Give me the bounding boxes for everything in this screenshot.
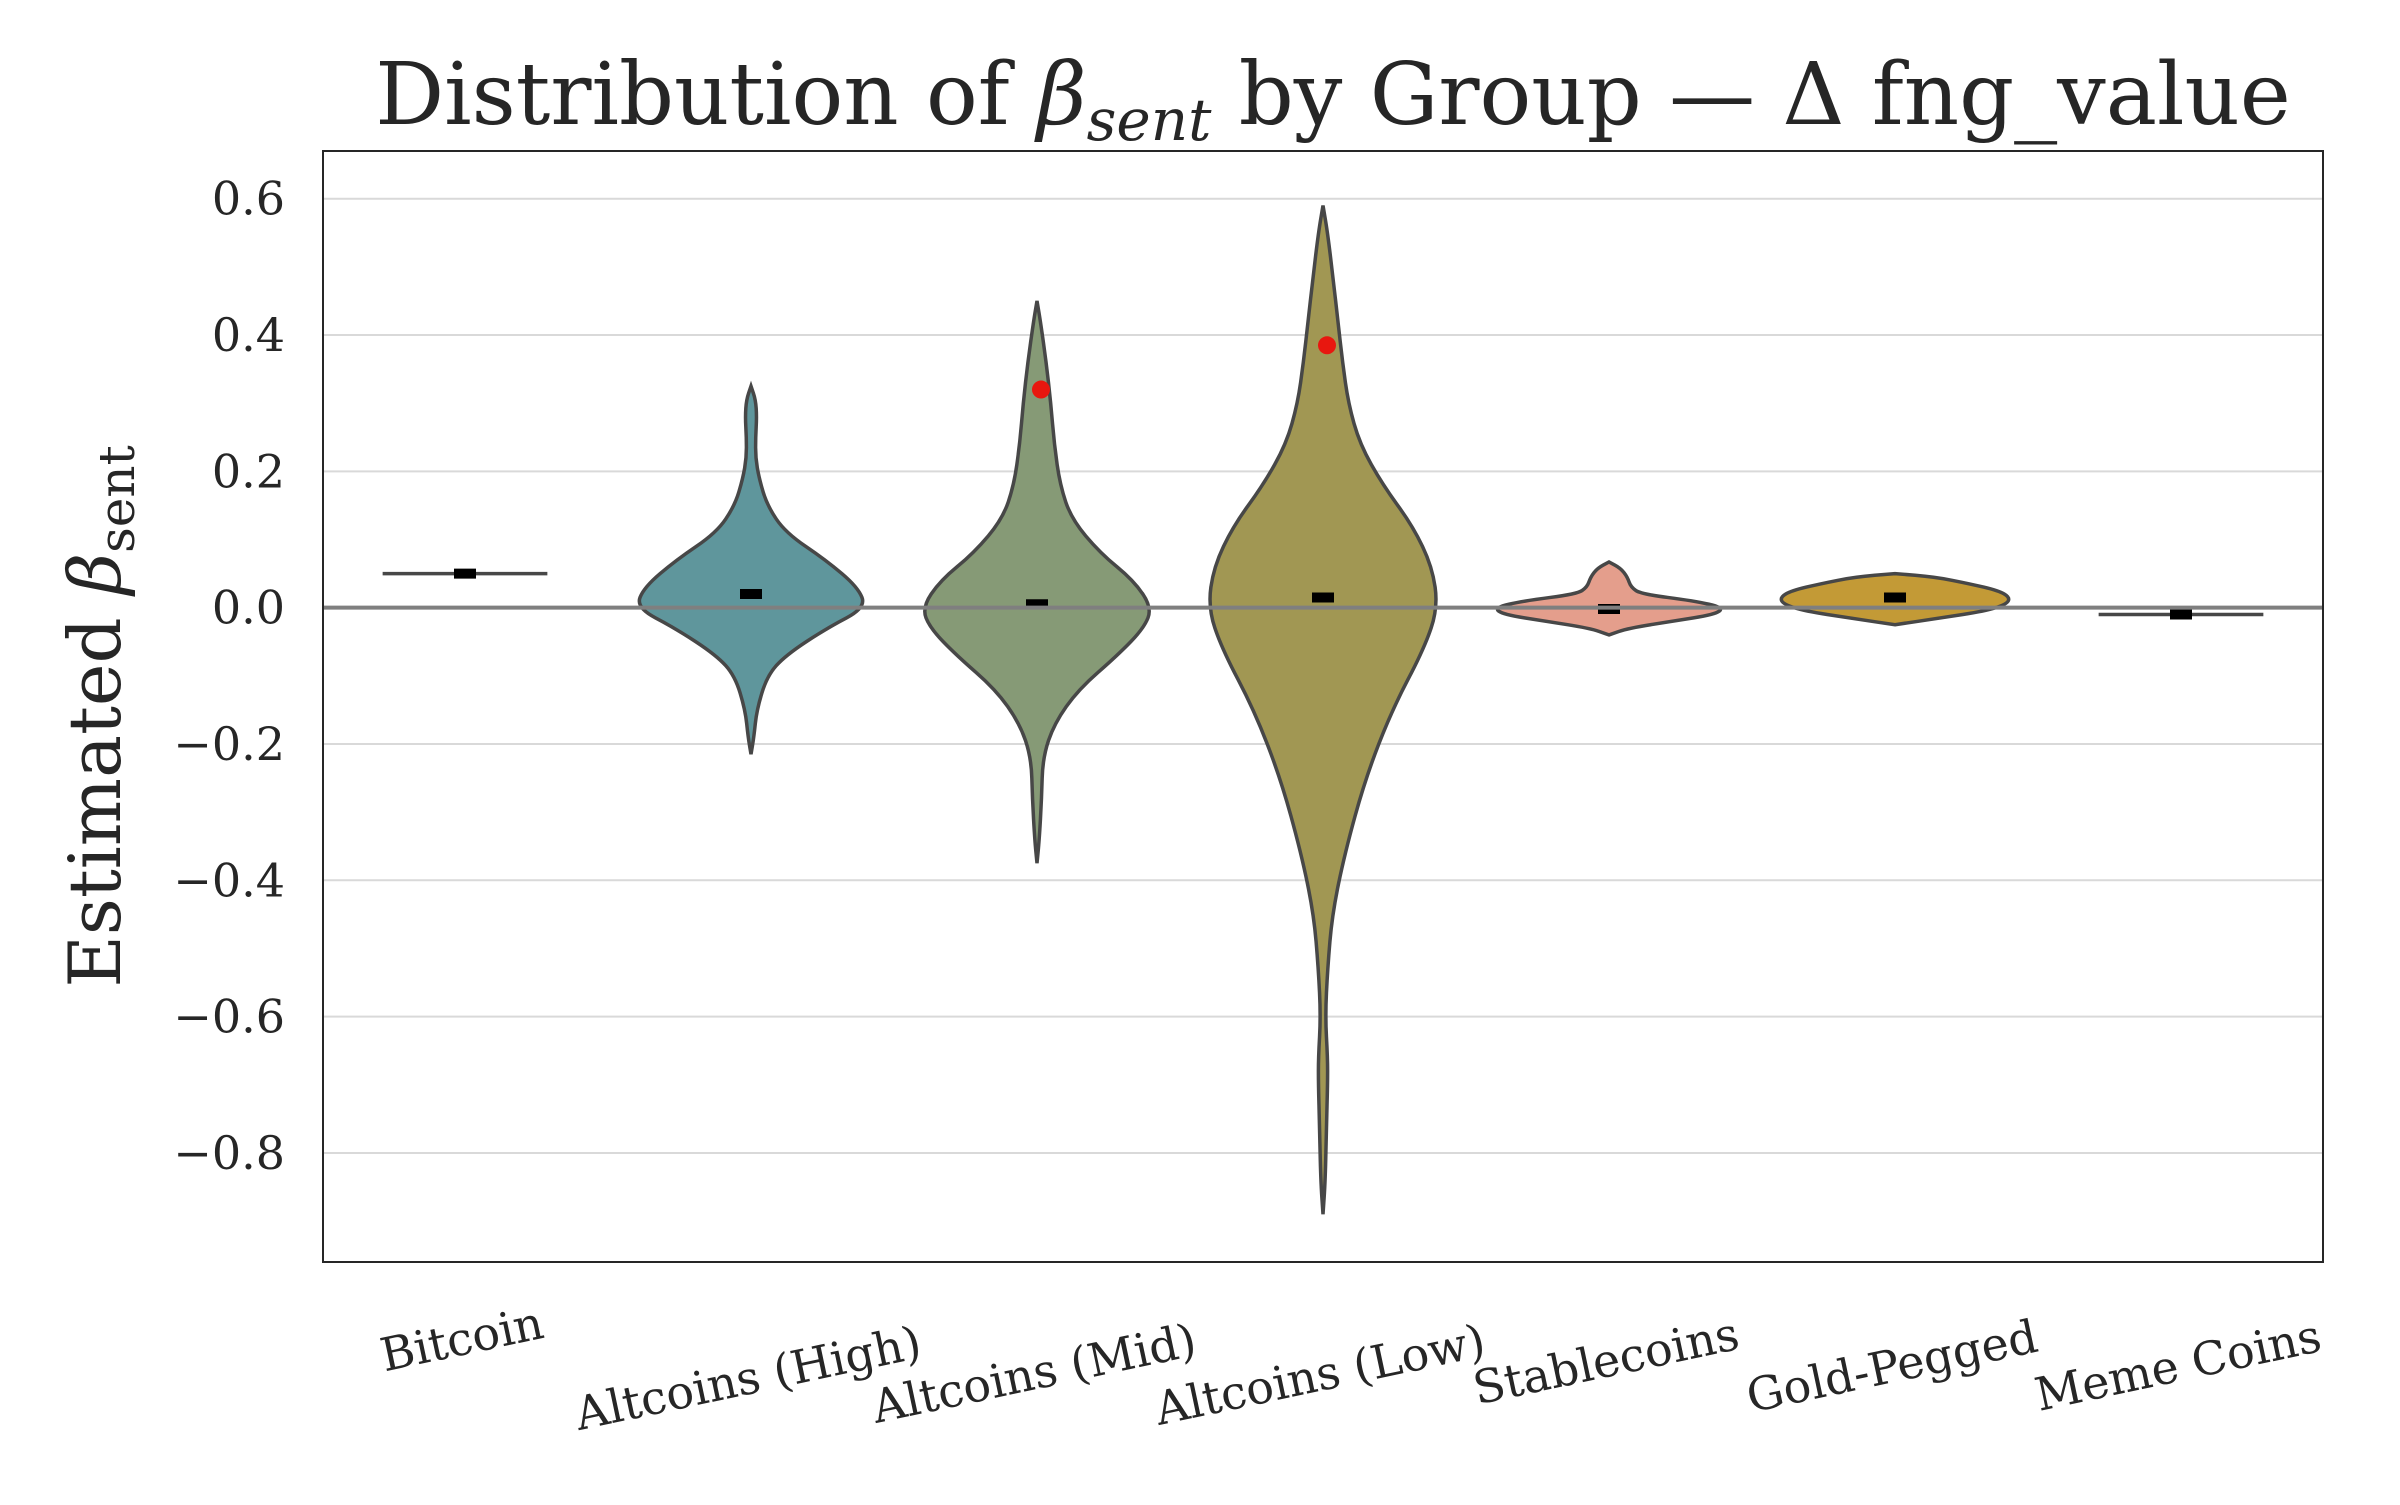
violins bbox=[382, 205, 2264, 1215]
highlight-points bbox=[1032, 336, 1336, 399]
x-tick-label: Stablecoins bbox=[1468, 1306, 1744, 1415]
y-tick-label: 0.4 bbox=[212, 308, 285, 362]
title-prefix: Distribution of bbox=[375, 45, 1037, 145]
y-tick-label: −0.2 bbox=[173, 717, 285, 771]
ylabel-subscript: sent bbox=[88, 445, 146, 553]
x-tick-label: Gold-Pegged bbox=[1742, 1309, 2043, 1423]
violin-body bbox=[1208, 205, 1438, 1215]
highlight-point bbox=[1318, 336, 1336, 355]
x-axis-ticks: Bitcoin Altcoins (High)Altcoins (Mid)Altc… bbox=[376, 1295, 2326, 1441]
x-tick-label: Altcoins (High) bbox=[569, 1315, 926, 1441]
chart-title: Distribution of βsent by Group — Δ fng_v… bbox=[375, 45, 2291, 154]
y-axis-ticks: 0.6 0.4 0.2 0.0 −0.2 −0.4 −0.6 −0.8 bbox=[173, 172, 285, 1180]
y-tick-label: −0.4 bbox=[173, 853, 285, 907]
plot-frame bbox=[322, 150, 2324, 1263]
y-tick-label: 0.2 bbox=[212, 444, 285, 498]
y-tick-label: −0.6 bbox=[173, 990, 285, 1044]
title-subscript: sent bbox=[1087, 86, 1212, 154]
x-tick-label: Altcoins (Low) bbox=[1149, 1313, 1490, 1436]
title-beta-symbol: β bbox=[1034, 45, 1087, 145]
title-suffix: by Group — Δ fng_value bbox=[1211, 45, 2290, 145]
y-axis-label: Estimated βsent bbox=[53, 445, 146, 987]
x-tick-label: Bitcoin bbox=[376, 1295, 548, 1382]
ylabel-beta-symbol: β bbox=[53, 553, 137, 598]
ylabel-prefix: Estimated bbox=[53, 594, 137, 987]
y-tick-label: 0.6 bbox=[212, 172, 285, 226]
violin-body bbox=[637, 380, 865, 755]
highlight-point bbox=[1032, 380, 1050, 399]
y-tick-label: −0.8 bbox=[173, 1126, 285, 1180]
violin-body bbox=[923, 300, 1151, 864]
x-tick-label: Meme Coins bbox=[2030, 1308, 2326, 1421]
y-tick-label: 0.0 bbox=[212, 581, 285, 635]
violin-body bbox=[1495, 560, 1723, 637]
